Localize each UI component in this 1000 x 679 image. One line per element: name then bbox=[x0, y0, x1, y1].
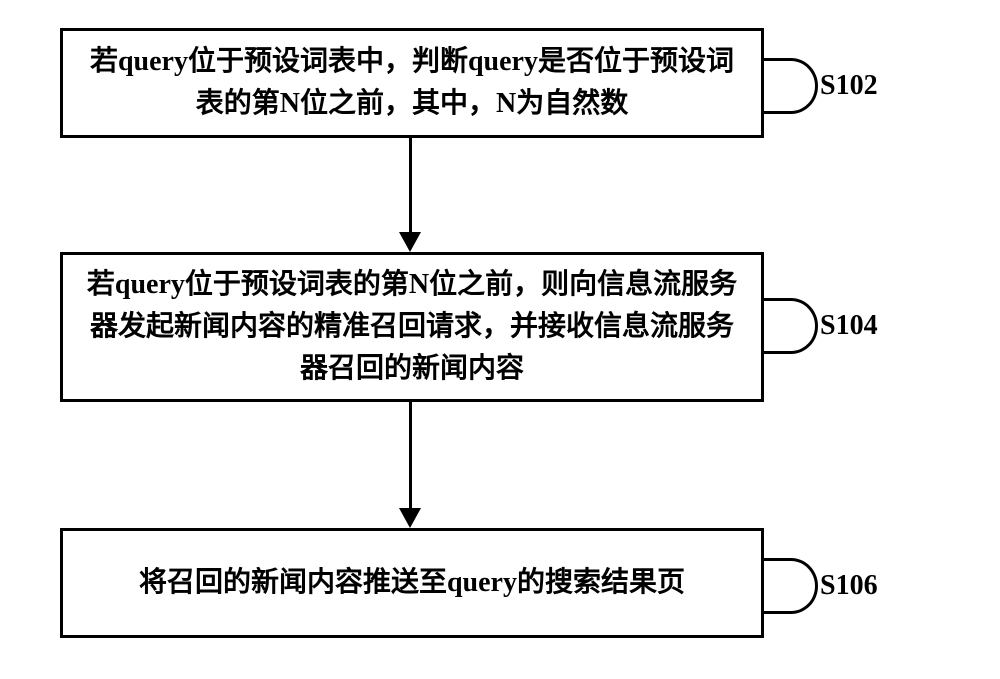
flow-arrowhead-0 bbox=[399, 232, 421, 252]
flow-node-text: 若query位于预设词表中，判断query是否位于预设词表的第N位之前，其中，N… bbox=[83, 41, 741, 125]
flow-arrowhead-1 bbox=[399, 508, 421, 528]
flow-node-n1: 若query位于预设词表中，判断query是否位于预设词表的第N位之前，其中，N… bbox=[60, 28, 764, 138]
flow-node-n3: 将召回的新闻内容推送至query的搜索结果页 bbox=[60, 528, 764, 638]
label-connector-2 bbox=[764, 558, 818, 614]
flow-node-text: 若query位于预设词表的第N位之前，则向信息流服务器发起新闻内容的精准召回请求… bbox=[83, 264, 741, 390]
flow-node-label-n3: S106 bbox=[820, 570, 878, 602]
flow-edge-1 bbox=[409, 402, 412, 510]
flow-node-text: 将召回的新闻内容推送至query的搜索结果页 bbox=[139, 562, 685, 604]
flow-node-n2: 若query位于预设词表的第N位之前，则向信息流服务器发起新闻内容的精准召回请求… bbox=[60, 252, 764, 402]
flowchart-canvas: 若query位于预设词表中，判断query是否位于预设词表的第N位之前，其中，N… bbox=[0, 0, 1000, 679]
flow-node-label-n2: S104 bbox=[820, 310, 878, 342]
flow-node-label-n1: S102 bbox=[820, 70, 878, 102]
flow-edge-0 bbox=[409, 138, 412, 234]
label-connector-0 bbox=[764, 58, 818, 114]
label-connector-1 bbox=[764, 298, 818, 354]
